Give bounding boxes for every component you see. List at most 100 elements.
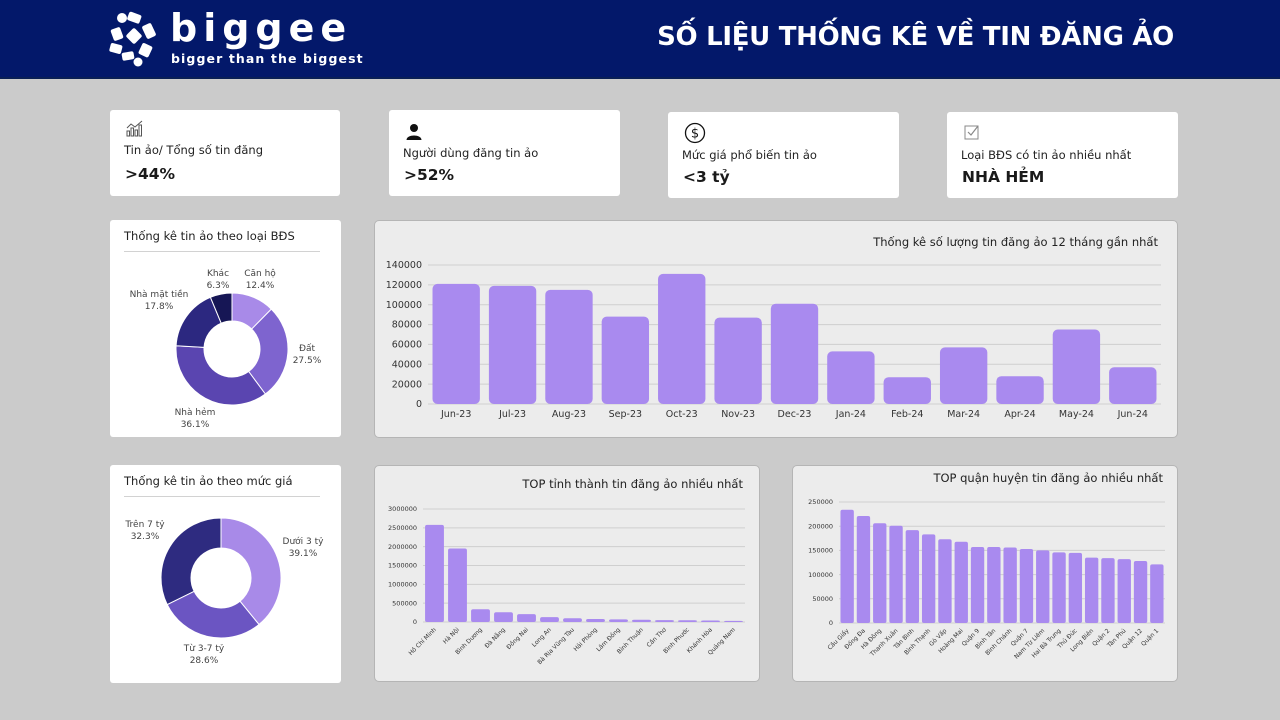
x-tick-label: Oct-23: [666, 409, 698, 420]
donut-panel-price: Thống kê tin ảo theo mức giá Dưới 3 tỷ 39…: [110, 465, 341, 683]
bar: [770, 303, 819, 404]
kpi-card-top-property-type: Loại BĐS có tin ảo nhiều nhất NHÀ HẺM: [947, 112, 1178, 198]
y-tick-label: 2000000: [388, 543, 417, 551]
slice-label: Căn hộ: [244, 268, 276, 279]
bar: [840, 509, 854, 623]
bar: [1109, 367, 1157, 404]
bar: [1084, 557, 1099, 623]
y-tick-label: 100000: [808, 571, 833, 579]
bar: [586, 618, 605, 622]
slice-value-label: 12.4%: [246, 281, 275, 291]
x-tick-label: Apr-24: [1004, 409, 1035, 420]
bar: [563, 618, 582, 622]
bar: [425, 524, 444, 622]
donut-chart-price: Dưới 3 tỷ 39.1% Từ 3-7 tỷ 28.6% Trên 7 tỷ 32.…: [124, 517, 325, 666]
x-tick-label: Đồng Nai: [505, 626, 530, 651]
donut-slice: [160, 517, 222, 606]
donut-slice: [220, 517, 282, 626]
donut-panel-property-type: Thống kê tin ảo theo loại BĐS Căn hộ 12.4…: [110, 220, 341, 437]
dollar-circle-icon: $: [684, 122, 706, 144]
slice-value-label: 36.1%: [181, 420, 210, 430]
bar: [921, 534, 936, 623]
slice-value-label: 27.5%: [293, 356, 322, 366]
y-tick-label: 80000: [392, 320, 422, 331]
bar: [724, 620, 743, 622]
y-tick-label: 100000: [386, 300, 422, 311]
bar: [1117, 559, 1131, 623]
bar: [488, 285, 537, 404]
x-tick-label: Feb-24: [891, 409, 923, 420]
bar: [939, 347, 988, 404]
bar: [938, 539, 952, 623]
y-tick-label: 120000: [386, 280, 422, 291]
kpi-value: >44%: [125, 165, 176, 183]
bar: [448, 548, 467, 622]
bar-panel-monthly: Thống kê số lượng tin đăng ảo 12 tháng g…: [374, 220, 1178, 438]
bar: [540, 617, 559, 622]
y-tick-label: 40000: [392, 359, 422, 370]
bar: [714, 317, 762, 404]
slice-label: Nhà hẻm: [175, 407, 216, 418]
logo-tagline: bigger than the biggest: [171, 51, 364, 66]
bar: [1101, 558, 1115, 623]
checkbox-icon: [964, 125, 979, 140]
bar: [1019, 548, 1034, 623]
kpi-card-common-price: $ Mức giá phổ biến tin ảo <3 tỷ: [668, 112, 899, 198]
bar: [1036, 550, 1050, 623]
kpi-label: Mức giá phổ biến tin ảo: [682, 148, 817, 162]
logo[interactable]: biggee bigger than the biggest: [108, 6, 398, 70]
y-tick-label: 200000: [808, 522, 833, 530]
slice-label: Trên 7 tỷ: [124, 519, 165, 530]
chart-title: Thống kê số lượng tin đăng ảo 12 tháng g…: [873, 235, 1158, 249]
kpi-value: >52%: [404, 166, 455, 184]
donut-chart-property-type: Căn hộ 12.4% Đất 27.5% Nhà hẻm 36.1% Nhà mặt t…: [130, 268, 322, 430]
divider: [124, 251, 320, 252]
chart-title: TOP quận huyện tin đăng ảo nhiều nhất: [933, 471, 1163, 485]
donut-slice: [166, 590, 260, 639]
chart-title: TOP tỉnh thành tin đăng ảo nhiều nhất: [522, 477, 743, 491]
kpi-card-fake-ratio: Tin ảo/ Tổng số tin đăng >44%: [110, 110, 340, 196]
x-tick-label: Đà Nẵng: [484, 626, 507, 649]
slice-value-label: 39.1%: [289, 549, 318, 559]
x-tick-label: Dec-23: [778, 409, 812, 420]
bar: [1003, 547, 1017, 623]
y-tick-label: 50000: [812, 595, 833, 603]
bar: [883, 377, 931, 404]
bar: [987, 547, 1001, 623]
bar: [1133, 561, 1148, 623]
bar: [632, 619, 651, 622]
bar: [545, 289, 593, 404]
y-tick-label: 250000: [808, 498, 833, 506]
x-tick-label: Mar-24: [947, 409, 980, 420]
x-tick-label: Sep-23: [609, 409, 642, 420]
y-tick-label: 2500000: [388, 524, 417, 532]
kpi-label: Người dùng đăng tin ảo: [403, 146, 539, 160]
slice-value-label: 6.3%: [207, 281, 230, 291]
kpi-value: NHÀ HẺM: [962, 168, 1045, 186]
bar: [517, 614, 536, 622]
kpi-card-fake-users: Người dùng đăng tin ảo >52%: [389, 110, 620, 196]
bar: [655, 620, 674, 622]
logo-wordmark: biggee: [170, 6, 353, 50]
bar: [432, 283, 480, 404]
y-tick-label: 20000: [392, 379, 422, 390]
x-tick-label: Hồ Chí Minh: [407, 626, 438, 657]
bar: [873, 523, 887, 623]
x-tick-label: Jan-24: [835, 409, 866, 420]
slice-label: Nhà mặt tiền: [130, 289, 189, 300]
logo-mark-icon: [109, 11, 156, 67]
x-tick-label: Jun-24: [1117, 409, 1148, 420]
slice-label: Đất: [299, 343, 315, 354]
y-tick-label: 0: [829, 619, 833, 627]
slice-value-label: 17.8%: [145, 302, 174, 312]
bar-chart-provinces: 0 500000 1000000 1500000 2000000 2500000 30000…: [388, 505, 745, 666]
y-tick-label: 1000000: [388, 581, 417, 589]
x-tick-label: Aug-23: [552, 409, 586, 420]
slice-label: Từ 3-7 tỷ: [183, 644, 225, 654]
user-icon: [406, 124, 422, 140]
y-tick-label: 3000000: [388, 505, 417, 513]
x-tick-label: Cần Thơ: [645, 626, 668, 649]
slice-label: Dưới 3 tỷ: [283, 536, 325, 547]
bar: [905, 530, 920, 623]
chart-title: Thống kê tin ảo theo mức giá: [124, 474, 293, 488]
